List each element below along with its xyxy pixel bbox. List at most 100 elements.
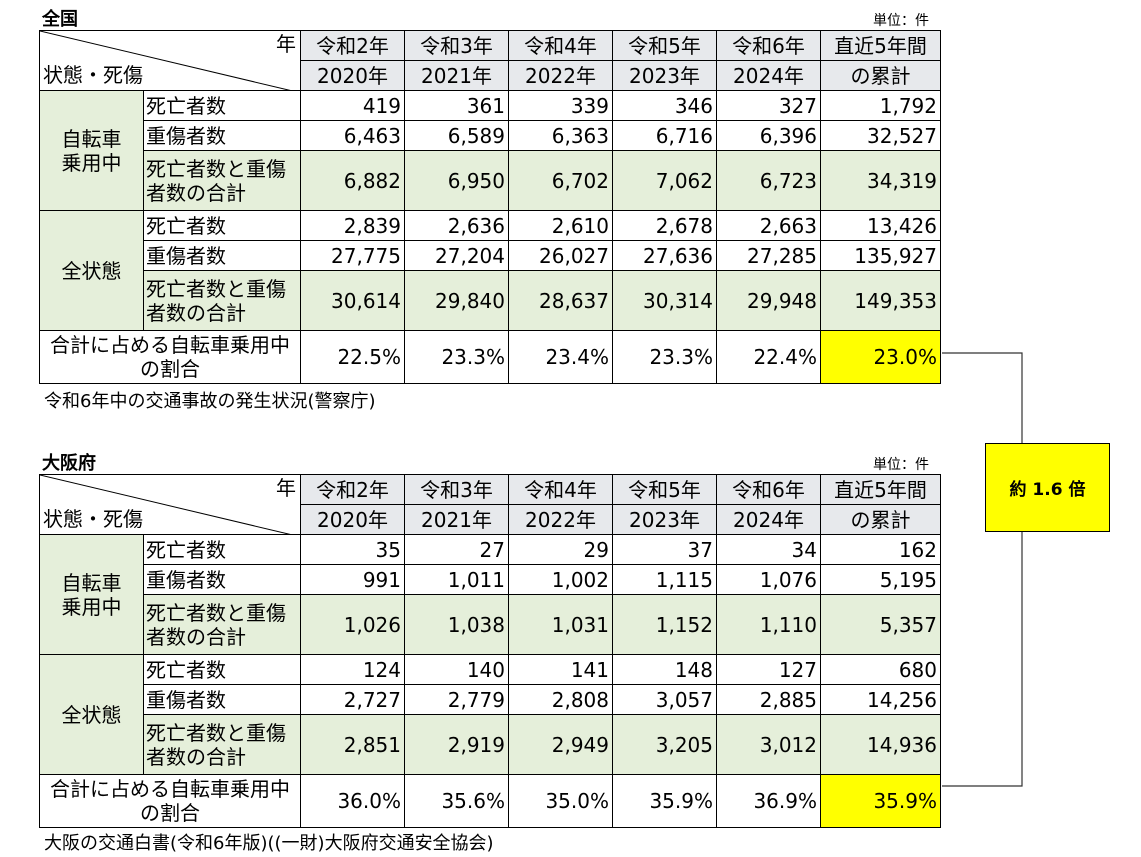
value-cell: 2,610 — [508, 210, 613, 241]
cell-text-line: 死亡者数 — [146, 213, 226, 238]
value-cell: 6,950 — [404, 150, 509, 211]
ratio-value-cell: 35.9% — [612, 774, 717, 828]
diagonal-line — [40, 31, 289, 90]
total-value-cell: 34,319 — [820, 150, 941, 211]
group-label-cell: 全状態 — [39, 210, 144, 331]
value-cell: 124 — [300, 654, 405, 685]
corner-header-cell: 年状態・死傷 — [39, 30, 301, 91]
value-cell: 6,702 — [508, 150, 613, 211]
value-cell: 6,723 — [716, 150, 821, 211]
value-cell: 1,115 — [612, 564, 717, 595]
cell-text-line: 者数の合計 — [146, 180, 246, 205]
value-cell: 27 — [404, 534, 509, 565]
value-cell: 29,840 — [404, 270, 509, 331]
year-ad-header: 2024年 — [716, 504, 821, 535]
value-cell: 28,637 — [508, 270, 613, 331]
cell-text-line: 死亡者数 — [146, 657, 226, 682]
value-cell: 2,663 — [716, 210, 821, 241]
cell-text-line: 重傷者数 — [146, 687, 226, 712]
ratio-value-cell: 35.6% — [404, 774, 509, 828]
cell-text-line: の割合 — [140, 801, 200, 825]
total-value-cell: 135,927 — [820, 240, 941, 271]
value-cell: 991 — [300, 564, 405, 595]
year-era-header: 令和3年 — [404, 474, 509, 505]
ratio-value-cell: 36.9% — [716, 774, 821, 828]
year-ad-header: 2021年 — [404, 504, 509, 535]
cell-text-line: 死亡者数と重傷 — [146, 276, 286, 301]
value-cell: 29,948 — [716, 270, 821, 331]
table-row: 重傷者数 6,463 6,589 6,363 6,716 6,396 32,527 — [40, 120, 941, 151]
value-cell: 6,882 — [300, 150, 405, 211]
value-cell: 1,110 — [716, 594, 821, 655]
row-label-cell: 死亡者数と重傷 者数の合計 — [143, 150, 301, 211]
value-cell: 1,011 — [404, 564, 509, 595]
total-value-cell: 149,353 — [820, 270, 941, 331]
table-row: 死亡者数と重傷 者数の合計 30,614 29,840 28,637 30,314 29,9… — [40, 270, 941, 331]
cell-text-line: 自転車 — [61, 126, 122, 151]
value-cell: 140 — [404, 654, 509, 685]
cell-text-line: 者数の合計 — [146, 624, 246, 649]
year-era-header: 令和6年 — [716, 474, 821, 505]
cell-text-line: 合計に占める自転車乗用中 — [50, 777, 290, 801]
row-label-cell: 死亡者数と重傷 者数の合計 — [143, 270, 301, 331]
value-cell: 35 — [300, 534, 405, 565]
value-cell: 2,919 — [404, 714, 509, 775]
value-cell: 27,285 — [716, 240, 821, 271]
value-cell: 2,949 — [508, 714, 613, 775]
corner-header-cell: 年状態・死傷 — [39, 474, 301, 535]
cell-text-line: 死亡者数と重傷 — [146, 156, 286, 181]
year-era-header: 令和5年 — [612, 474, 717, 505]
header-row-era: 年状態・死傷 令和2年 令和3年 令和4年 令和5年 令和6年 直近5年間 — [39, 30, 941, 91]
diagonal-line — [40, 475, 289, 534]
value-cell: 361 — [404, 90, 509, 121]
value-cell: 27,775 — [300, 240, 405, 271]
value-cell: 1,076 — [716, 564, 821, 595]
year-era-header: 令和4年 — [508, 474, 613, 505]
total-value-cell: 5,195 — [820, 564, 941, 595]
value-cell: 2,727 — [300, 684, 405, 715]
cell-text-line: 死亡者数 — [146, 93, 226, 118]
total-header-bottom: の累計 — [820, 504, 941, 535]
row-label-cell: 死亡者数と重傷 者数の合計 — [143, 714, 301, 775]
value-cell: 6,363 — [508, 120, 613, 151]
value-cell: 37 — [612, 534, 717, 565]
cell-text-line: 死亡者数と重傷 — [146, 720, 286, 745]
cell-text-line: の割合 — [140, 357, 200, 381]
value-cell: 27,636 — [612, 240, 717, 271]
table-row: 重傷者数 991 1,011 1,002 1,115 1,076 5,195 — [40, 564, 941, 595]
ratio-value-cell: 23.4% — [508, 330, 613, 384]
ratio-label-cell: 合計に占める自転車乗用中 の割合 — [39, 774, 301, 828]
value-cell: 2,678 — [612, 210, 717, 241]
group-label-cell: 自転車 乗用中 — [39, 90, 144, 211]
year-ad-header: 2020年 — [300, 60, 405, 91]
total-value-cell: 680 — [820, 654, 941, 685]
total-value-cell: 14,256 — [820, 684, 941, 715]
ratio-value-cell: 36.0% — [300, 774, 405, 828]
year-ad-header: 2020年 — [300, 504, 405, 535]
ratio-value-cell: 22.4% — [716, 330, 821, 384]
ratio-total-highlight-cell: 23.0% — [820, 330, 941, 384]
value-cell: 1,038 — [404, 594, 509, 655]
total-value-cell: 14,936 — [820, 714, 941, 775]
ratio-total-highlight-cell: 35.9% — [820, 774, 941, 828]
row-label-cell: 重傷者数 — [143, 564, 301, 595]
value-cell: 30,314 — [612, 270, 717, 331]
year-era-header: 令和5年 — [612, 30, 717, 61]
ratio-value-cell: 35.0% — [508, 774, 613, 828]
value-cell: 1,031 — [508, 594, 613, 655]
value-cell: 141 — [508, 654, 613, 685]
osaka-source: 大阪の交通白書(令和6年版)((一財)大阪府交通安全協会) — [44, 833, 494, 854]
year-ad-header: 2023年 — [612, 60, 717, 91]
value-cell: 27,204 — [404, 240, 509, 271]
value-cell: 2,779 — [404, 684, 509, 715]
year-era-header: 令和2年 — [300, 30, 405, 61]
value-cell: 2,885 — [716, 684, 821, 715]
row-label-cell: 重傷者数 — [143, 120, 301, 151]
cell-text-line: 者数の合計 — [146, 300, 246, 325]
value-cell: 2,636 — [404, 210, 509, 241]
osaka-unit-label: 単位：件 — [873, 457, 929, 473]
total-value-cell: 32,527 — [820, 120, 941, 151]
year-era-header: 令和3年 — [404, 30, 509, 61]
year-ad-header: 2023年 — [612, 504, 717, 535]
year-ad-header: 2022年 — [508, 60, 613, 91]
